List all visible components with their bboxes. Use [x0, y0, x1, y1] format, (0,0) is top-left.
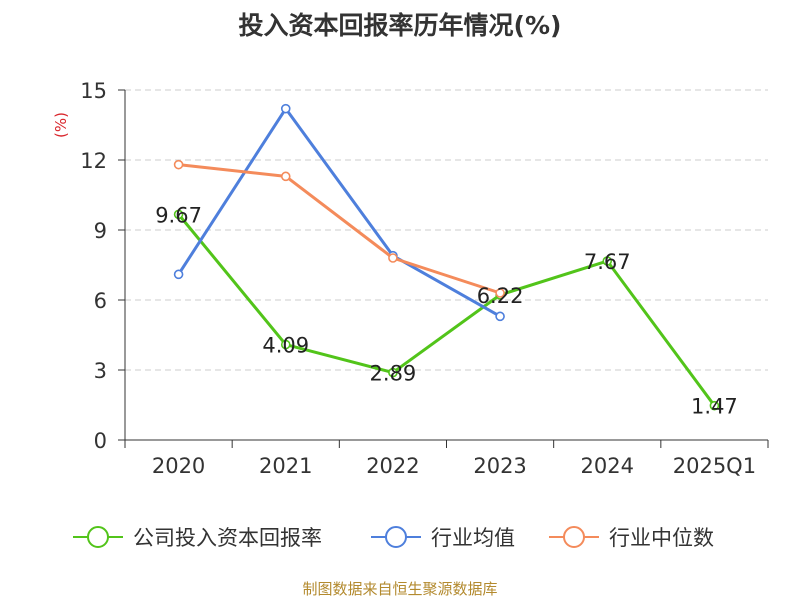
y-tick-label: 0: [94, 429, 107, 453]
data-point: [495, 311, 505, 322]
source-note: 制图数据来自恒生聚源数据库: [302, 580, 498, 598]
data-label: 6.22: [477, 284, 524, 308]
x-tick-label: 2020: [152, 454, 205, 478]
y-tick-label: 3: [94, 359, 107, 383]
data-point: [280, 339, 291, 350]
data-point: [388, 253, 398, 263]
data-point: [173, 269, 184, 280]
data-label: 4.09: [262, 334, 309, 358]
legend-label: 公司投入资本回报率: [133, 526, 322, 550]
legend-marker: [87, 526, 109, 548]
legend-marker: [385, 526, 407, 548]
data-point: [280, 171, 291, 182]
x-tick-label: 2024: [581, 454, 634, 478]
data-label: 2.89: [370, 362, 417, 386]
x-tick-label: 2022: [366, 454, 419, 478]
data-point: [173, 209, 184, 220]
data-point: [388, 367, 398, 378]
legend-label: 行业中位数: [609, 526, 714, 550]
x-tick-label: 2023: [473, 454, 526, 478]
x-tick-label: 2025Q1: [673, 454, 756, 478]
y-tick-label: 12: [80, 149, 107, 173]
y-tick-label: 15: [80, 79, 107, 103]
data-label: 9.67: [155, 203, 202, 227]
data-label: 7.67: [584, 250, 631, 274]
series-line-3: [178, 163, 501, 295]
legend-label: 行业均值: [431, 526, 515, 550]
data-point: [602, 256, 613, 266]
data-point: [173, 159, 184, 170]
x-tick-label: 2021: [259, 454, 312, 478]
chart-title: 投入资本回报率历年情况(%): [238, 11, 562, 40]
y-axis-label: (%): [52, 112, 70, 138]
y-tick-label: 9: [94, 219, 107, 243]
series-line-2: [177, 107, 501, 318]
data-label: 1.47: [691, 395, 738, 419]
data-point: [495, 288, 505, 298]
data-point: [280, 103, 291, 114]
legend-marker: [563, 526, 585, 548]
series-line-1: [177, 213, 716, 407]
data-point: [709, 400, 720, 411]
y-tick-label: 6: [94, 289, 107, 313]
